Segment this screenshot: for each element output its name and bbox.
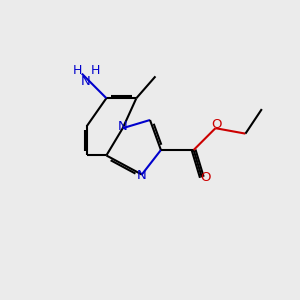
Text: N: N bbox=[137, 169, 147, 182]
Text: H: H bbox=[91, 64, 100, 77]
Text: H: H bbox=[73, 64, 82, 77]
Text: O: O bbox=[212, 118, 222, 130]
Text: N: N bbox=[81, 75, 91, 88]
Text: O: O bbox=[201, 171, 211, 184]
Text: N: N bbox=[118, 120, 128, 133]
